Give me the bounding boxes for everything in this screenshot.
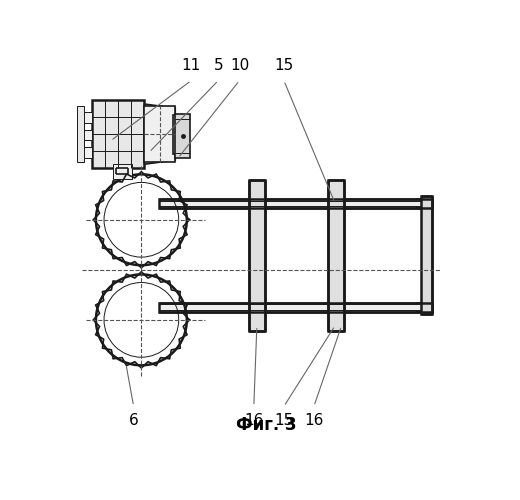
Bar [328,180,344,330]
Bar [175,114,190,158]
Bar [82,112,93,123]
Text: Фиг. 3: Фиг. 3 [236,416,297,434]
Bar [145,106,175,162]
Bar [82,148,93,158]
Text: 5: 5 [214,58,223,74]
Text: 11: 11 [182,58,201,74]
Text: 15: 15 [274,414,293,428]
Text: 6: 6 [129,414,138,428]
Bar [159,302,432,312]
Bar [93,100,145,168]
Text: 16: 16 [304,414,323,428]
Text: 10: 10 [230,58,249,74]
Bar [173,114,180,154]
Text: 16: 16 [244,414,264,428]
Bar [249,180,265,330]
Bar [113,164,132,180]
Bar [159,198,432,208]
Text: 15: 15 [274,58,293,74]
Bar [82,130,93,140]
Polygon shape [145,104,175,164]
Bar [77,106,84,162]
Bar [421,196,432,314]
